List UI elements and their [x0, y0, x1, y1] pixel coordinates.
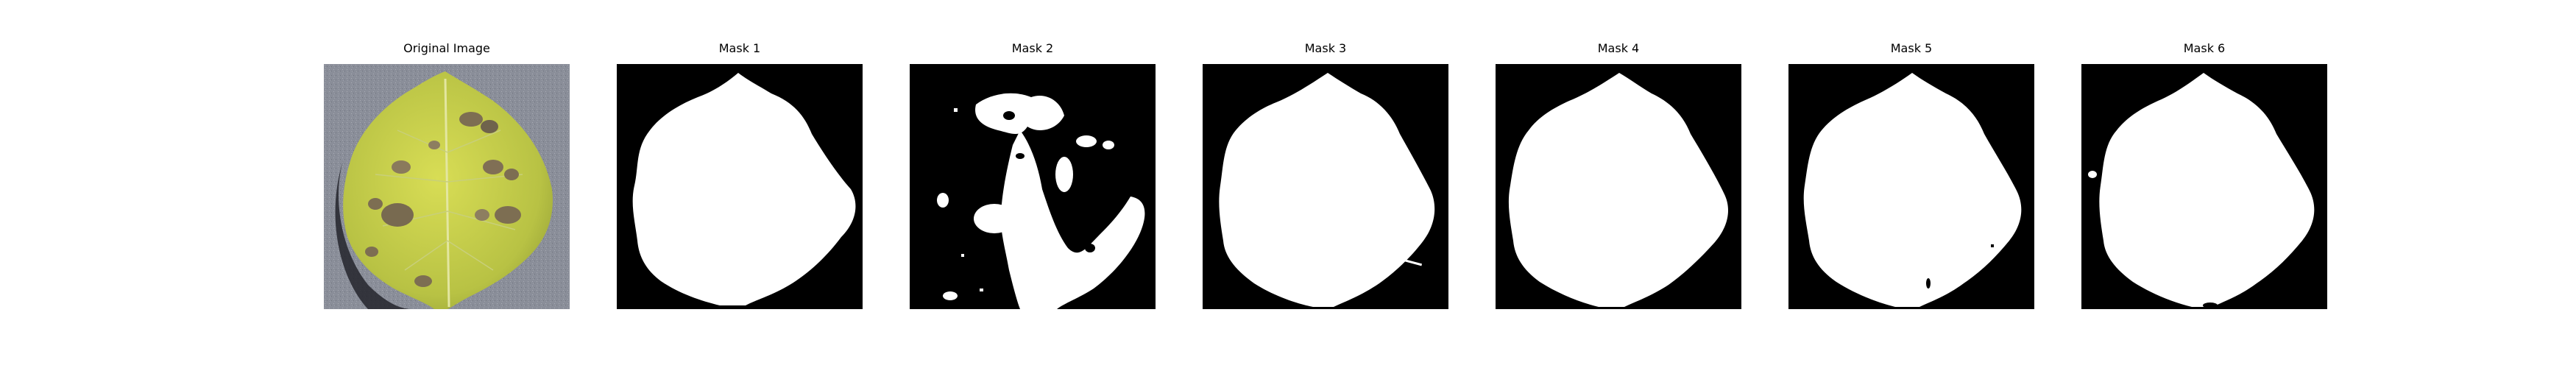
panel-title: Mask 2: [1011, 41, 1054, 55]
panel-title: Mask 1: [718, 41, 761, 55]
panel-title: Original Image: [403, 41, 490, 55]
mask-image-4: [1496, 64, 1741, 309]
mask-image-5: [1788, 64, 2034, 309]
panel-title: Mask 5: [1890, 41, 1933, 55]
mask-image-6: [2081, 64, 2327, 309]
panel-title: Mask 3: [1304, 41, 1347, 55]
panel-title: Mask 6: [2183, 41, 2226, 55]
panel-title: Mask 4: [1597, 41, 1640, 55]
mask-image-3: [1203, 64, 1448, 309]
mask-image-2: [910, 64, 1156, 309]
mask-image-1: [617, 64, 863, 309]
leaf-photo: [324, 64, 570, 309]
